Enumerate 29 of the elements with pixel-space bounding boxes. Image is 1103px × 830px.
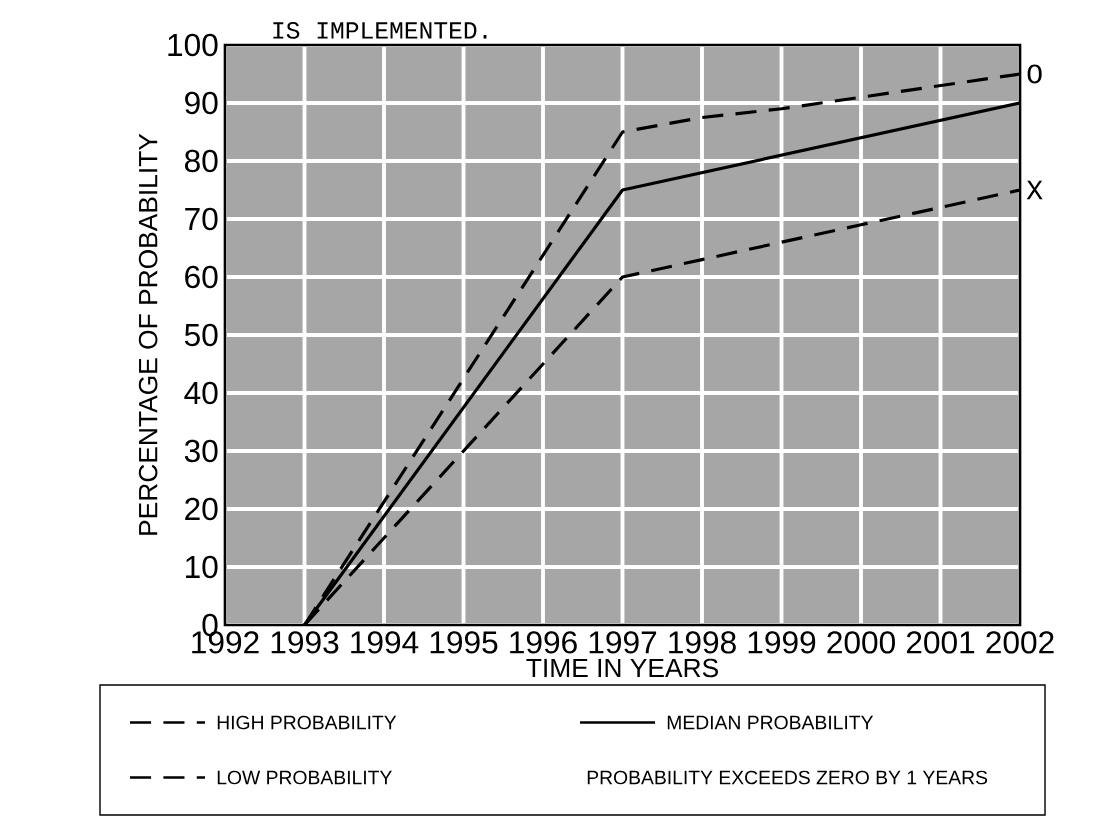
x-tick-label: 1998 bbox=[669, 631, 736, 654]
y-tick-label: 50 bbox=[184, 323, 218, 347]
y-tick-label: 30 bbox=[184, 439, 218, 463]
y-tick-label: 80 bbox=[184, 149, 218, 173]
x-axis-title: TIME IN YEARS bbox=[526, 658, 718, 678]
x-tick-label: 1996 bbox=[510, 631, 577, 654]
legend-label: LOW PROBABILITY bbox=[217, 770, 392, 785]
x-tick-label: 1999 bbox=[748, 631, 816, 654]
y-tick-label: 60 bbox=[185, 265, 218, 289]
x-tick-label: 1997 bbox=[589, 631, 657, 654]
annotation: O bbox=[1027, 64, 1042, 84]
x-tick-label: 1995 bbox=[430, 631, 498, 654]
x-tick-label: 2002 bbox=[986, 631, 1054, 654]
y-tick-label: 10 bbox=[186, 555, 218, 579]
y-tick-label: 100 bbox=[168, 33, 218, 57]
x-tick-label: 1994 bbox=[351, 631, 419, 654]
text: PROBABILITY EXCEEDS ZERO BY 1 YEARS bbox=[587, 770, 988, 785]
legend-label: MEDIAN PROBABILITY bbox=[667, 715, 874, 730]
chart-title: IS IMPLEMENTED. bbox=[273, 22, 487, 39]
x-tick-label: 2001 bbox=[906, 631, 975, 654]
x-tick-label: 1993 bbox=[271, 631, 339, 654]
annotation: X bbox=[1026, 180, 1043, 200]
y-axis-title: PERCENTAGE OF PROBABILITY bbox=[138, 133, 158, 535]
y-tick-label: 20 bbox=[185, 497, 218, 521]
y-tick-label: 90 bbox=[185, 91, 218, 115]
legend-label: HIGH PROBABILITY bbox=[217, 715, 397, 730]
y-tick-label: 70 bbox=[185, 207, 218, 231]
x-tick-label: 2000 bbox=[827, 631, 895, 654]
y-tick-label: 40 bbox=[184, 381, 218, 405]
